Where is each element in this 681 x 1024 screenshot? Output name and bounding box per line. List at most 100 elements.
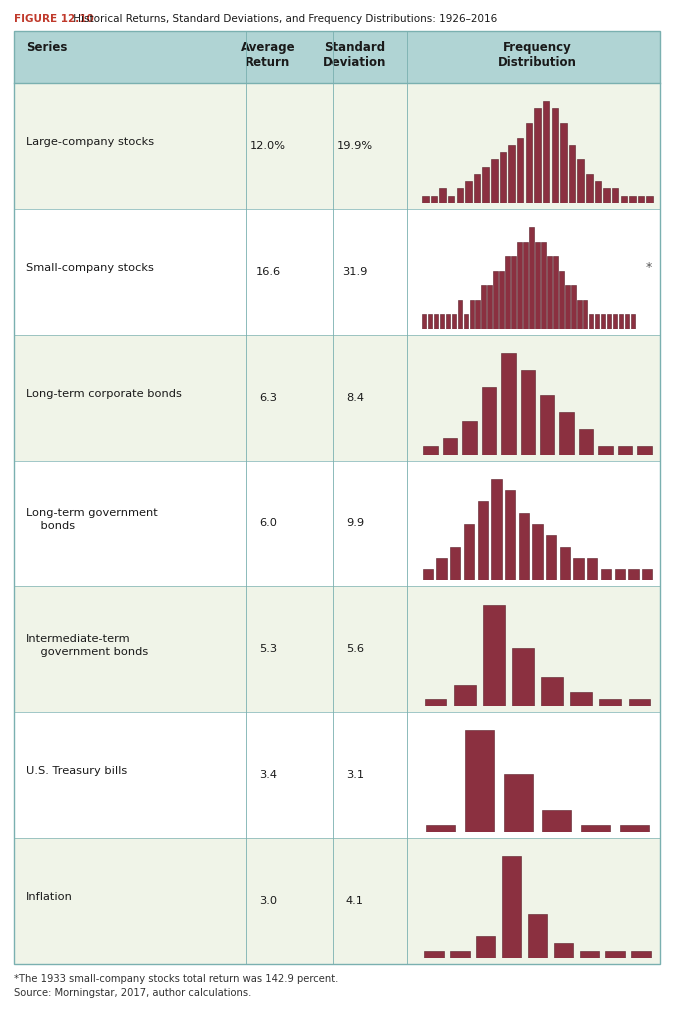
- Bar: [605, 950, 625, 958]
- Bar: [533, 524, 543, 581]
- Bar: [624, 314, 629, 329]
- Text: Intermediate-term
    government bonds: Intermediate-term government bonds: [26, 634, 148, 657]
- Text: 5.3: 5.3: [259, 644, 277, 654]
- Bar: [481, 285, 486, 329]
- Bar: [571, 285, 575, 329]
- Text: 6.0: 6.0: [259, 518, 277, 528]
- Text: Average
Return: Average Return: [240, 41, 296, 69]
- Bar: [501, 353, 516, 455]
- Bar: [519, 513, 529, 581]
- Bar: [465, 181, 472, 203]
- Bar: [547, 256, 552, 329]
- Bar: [437, 558, 447, 581]
- Bar: [595, 314, 599, 329]
- Bar: [520, 370, 535, 455]
- Bar: [586, 174, 592, 203]
- Bar: [560, 547, 570, 581]
- Bar: [434, 314, 438, 329]
- Bar: [560, 123, 567, 203]
- Bar: [523, 242, 528, 329]
- Bar: [601, 314, 605, 329]
- Bar: [464, 314, 468, 329]
- Text: 3.4: 3.4: [259, 770, 277, 780]
- Bar: [430, 196, 437, 203]
- Bar: [458, 300, 462, 329]
- Bar: [565, 285, 569, 329]
- Text: Small-company stocks: Small-company stocks: [26, 263, 154, 272]
- Text: 3.1: 3.1: [346, 770, 364, 780]
- Bar: [587, 558, 597, 581]
- Bar: [440, 314, 444, 329]
- Bar: [595, 181, 601, 203]
- Bar: [603, 188, 609, 203]
- Bar: [14, 713, 660, 838]
- Text: FIGURE 12.10: FIGURE 12.10: [14, 14, 94, 24]
- Bar: [14, 83, 660, 209]
- Bar: [646, 196, 653, 203]
- Bar: [631, 314, 635, 329]
- Text: 3.0: 3.0: [259, 896, 277, 906]
- Bar: [535, 109, 541, 203]
- Text: 9.9: 9.9: [346, 518, 364, 528]
- Bar: [554, 943, 573, 958]
- Bar: [546, 536, 556, 581]
- Bar: [462, 421, 477, 455]
- Bar: [541, 677, 563, 707]
- Text: Large-company stocks: Large-company stocks: [26, 137, 154, 146]
- Text: *: *: [646, 261, 652, 274]
- Bar: [494, 270, 498, 329]
- Bar: [599, 699, 621, 707]
- Bar: [474, 174, 480, 203]
- Bar: [581, 825, 610, 833]
- Bar: [552, 109, 558, 203]
- Bar: [505, 490, 516, 581]
- Bar: [631, 950, 651, 958]
- Bar: [475, 300, 480, 329]
- Text: Standard
Deviation: Standard Deviation: [323, 41, 387, 69]
- Text: 19.9%: 19.9%: [337, 141, 373, 151]
- Bar: [613, 314, 618, 329]
- Bar: [629, 699, 650, 707]
- Bar: [464, 524, 474, 581]
- Text: 4.1: 4.1: [346, 896, 364, 906]
- Bar: [452, 314, 456, 329]
- Text: Source: Morningstar, 2017, author calculations.: Source: Morningstar, 2017, author calcul…: [14, 988, 251, 998]
- Bar: [483, 604, 505, 707]
- Text: 8.4: 8.4: [346, 392, 364, 402]
- Bar: [618, 446, 632, 455]
- Bar: [499, 270, 504, 329]
- Bar: [535, 242, 540, 329]
- Bar: [512, 648, 534, 707]
- Text: U.S. Treasury bills: U.S. Treasury bills: [26, 766, 127, 776]
- Bar: [589, 314, 593, 329]
- Bar: [443, 437, 458, 455]
- Bar: [601, 569, 611, 581]
- Bar: [553, 256, 558, 329]
- Bar: [502, 856, 522, 958]
- Bar: [469, 300, 474, 329]
- Text: Series: Series: [26, 41, 67, 54]
- Bar: [637, 446, 652, 455]
- Text: Frequency
Distribution: Frequency Distribution: [498, 41, 577, 69]
- Bar: [14, 31, 660, 83]
- Text: 16.6: 16.6: [255, 267, 281, 276]
- Bar: [607, 314, 612, 329]
- Bar: [542, 810, 571, 833]
- Bar: [14, 587, 660, 713]
- Bar: [14, 335, 660, 461]
- Bar: [464, 730, 494, 833]
- Bar: [424, 446, 438, 455]
- Bar: [454, 684, 475, 707]
- Bar: [511, 256, 516, 329]
- Bar: [579, 429, 593, 455]
- Bar: [577, 300, 582, 329]
- Text: Long-term corporate bonds: Long-term corporate bonds: [26, 389, 182, 398]
- Bar: [612, 188, 618, 203]
- Bar: [559, 413, 574, 455]
- Bar: [619, 314, 623, 329]
- Bar: [541, 242, 545, 329]
- Bar: [629, 196, 635, 203]
- Bar: [518, 242, 522, 329]
- Text: 5.6: 5.6: [346, 644, 364, 654]
- Bar: [583, 300, 588, 329]
